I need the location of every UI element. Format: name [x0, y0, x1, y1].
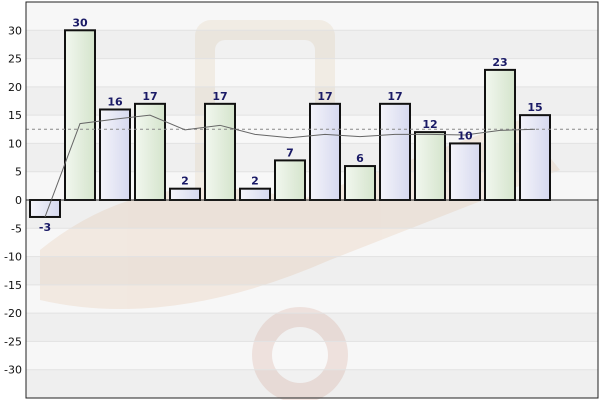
data-label: 16 [107, 95, 123, 108]
bars [29, 29, 551, 218]
data-label: 17 [317, 90, 332, 103]
bar [99, 108, 131, 201]
data-label: 10 [457, 129, 473, 142]
bar [204, 102, 236, 201]
grid-band [26, 228, 598, 257]
grid-band [26, 200, 598, 229]
data-label: 30 [72, 16, 88, 29]
data-label: 7 [286, 146, 294, 159]
grid-band [26, 30, 598, 59]
data-label: 17 [142, 90, 157, 103]
grid-band [26, 256, 598, 285]
trend-line [44, 114, 536, 218]
y-tick-label: -15 [4, 279, 22, 292]
bar [169, 187, 201, 201]
bar [309, 102, 341, 201]
data-labels: -3 30 16 17 2 17 2 7 17 6 17 12 10 23 15 [39, 16, 543, 234]
y-tick-label: 25 [8, 53, 22, 66]
y-tick-label: 30 [8, 24, 22, 37]
bar [414, 131, 446, 201]
data-label: 15 [527, 101, 542, 114]
bar [29, 199, 61, 218]
data-label: 6 [356, 152, 364, 165]
bar [449, 142, 481, 202]
bar [134, 102, 166, 201]
y-axis-ticks: 30 25 20 15 10 5 0 -5 -10 -15 -20 -25 -30 [4, 24, 22, 376]
y-tick-label: 5 [15, 166, 22, 179]
grid-band [26, 341, 598, 370]
y-tick-label: -5 [11, 222, 22, 235]
data-label: 17 [387, 90, 402, 103]
y-tick-label: 20 [8, 81, 22, 94]
data-label: 2 [181, 175, 189, 188]
data-label: 23 [492, 56, 507, 69]
data-label: -3 [39, 221, 51, 234]
axes [25, 1, 599, 399]
bar [379, 102, 411, 201]
bar [519, 114, 551, 201]
y-tick-label: -10 [4, 251, 22, 264]
grid-band [26, 284, 598, 314]
grid-band [26, 2, 598, 31]
y-tick-label: 10 [8, 137, 22, 150]
bar [484, 68, 516, 201]
y-tick-label: 15 [8, 109, 22, 122]
bar [64, 29, 96, 201]
bar [344, 165, 376, 201]
bar [239, 187, 271, 201]
trend-lines [26, 114, 598, 218]
grid-band [26, 369, 598, 398]
plot-frame [25, 1, 599, 399]
y-tick-label: -30 [4, 364, 22, 377]
data-label: 12 [422, 118, 437, 131]
data-label: 17 [212, 90, 227, 103]
bar [274, 159, 306, 201]
grid-band [26, 313, 598, 342]
data-label: 2 [251, 175, 259, 188]
y-tick-label: -25 [4, 335, 22, 348]
y-tick-label: 0 [15, 194, 22, 207]
y-tick-label: -20 [4, 307, 22, 320]
